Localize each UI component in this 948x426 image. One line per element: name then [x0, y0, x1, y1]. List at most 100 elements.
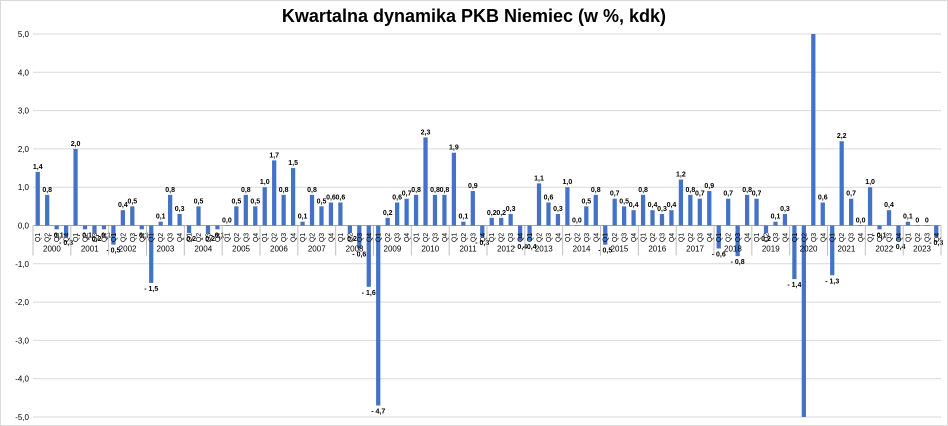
bar [820, 202, 825, 226]
data-label: 0,8 [411, 187, 421, 194]
data-label: - 0,5 [106, 248, 120, 255]
quarter-label: Q2 [196, 233, 203, 242]
bar [574, 225, 579, 226]
quarter-label: Q2 [461, 233, 468, 242]
bar [82, 225, 88, 230]
bar [139, 225, 144, 230]
bar [243, 194, 248, 226]
bar [934, 225, 939, 237]
bar [508, 214, 513, 226]
data-label: 0,4 [648, 202, 658, 209]
data-label: 1,5 [288, 160, 298, 167]
quarter-label: Q1 [300, 233, 307, 242]
data-label: 1,1 [534, 175, 544, 182]
data-label: 0 [915, 218, 919, 225]
data-label: 0,8 [165, 187, 175, 194]
bar [792, 225, 797, 280]
bar [659, 214, 665, 226]
bar [754, 198, 759, 226]
quarter-label: Q1 [603, 233, 610, 242]
bar [773, 221, 778, 226]
quarter-label: Q3 [470, 233, 477, 242]
quarter-label: Q2 [347, 233, 354, 242]
bar [168, 194, 173, 226]
data-label: - 0,1 [210, 232, 224, 239]
y-tick-label: 4,0 [18, 68, 30, 77]
bar [262, 187, 267, 226]
bar [347, 225, 352, 234]
bar [366, 225, 371, 287]
data-label: 0,2 [383, 210, 393, 217]
data-label: - 1,4 [787, 282, 801, 289]
data-label: - 0,1 [873, 232, 887, 239]
data-label: 1,0 [865, 179, 875, 186]
data-label: 0,7 [402, 191, 412, 198]
year-label: 2019 [762, 245, 780, 254]
data-label: - 0,4 [523, 244, 537, 251]
year-label: 2008 [346, 245, 364, 254]
y-tick-label: -2,0 [15, 298, 29, 307]
quarter-label: Q2 [234, 233, 241, 242]
data-label: 0,1 [771, 214, 781, 221]
quarter-label: Q3 [357, 233, 364, 242]
bar [376, 225, 381, 406]
bar [253, 206, 258, 226]
data-label: 0,4 [629, 202, 639, 209]
data-label: 2,2 [837, 133, 847, 140]
quarter-label: Q1 [451, 233, 458, 242]
data-label: 0,3 [506, 206, 516, 213]
data-label: - 0,1 [50, 232, 64, 239]
year-label: 2006 [270, 245, 288, 254]
data-label: 0,7 [752, 191, 762, 198]
data-label: - 1,3 [825, 278, 839, 285]
quarter-label: Q2 [877, 233, 884, 242]
data-label: 0,5 [127, 198, 137, 205]
quarter-label: Q3 [886, 233, 893, 242]
quarter-label: Q1 [489, 233, 496, 242]
data-label: 0,7 [723, 191, 733, 198]
bar [395, 202, 400, 226]
bar [205, 225, 211, 234]
quarter-label: Q2 [310, 233, 317, 242]
bar [565, 187, 570, 226]
year-label: 2013 [535, 245, 553, 254]
data-label: 0 [925, 218, 929, 225]
year-label: 2017 [686, 245, 704, 254]
bar [328, 202, 334, 226]
bar [801, 225, 806, 417]
data-label: - 0,5 [598, 248, 612, 255]
bar [101, 225, 107, 230]
quarter-label: Q4 [480, 233, 487, 242]
data-label: 1,7 [269, 152, 279, 159]
quarter-label: Q3 [205, 233, 212, 242]
bar [782, 214, 788, 226]
quarter-label: Q4 [707, 233, 714, 242]
bar [517, 225, 523, 241]
quarter-label: Q1 [338, 233, 345, 242]
data-label: 0,3 [657, 206, 667, 213]
quarter-label: Q1 [224, 233, 231, 242]
data-label: 0,5 [231, 198, 241, 205]
quarter-label: Q1 [678, 233, 685, 242]
quarter-label: Q2 [385, 233, 392, 242]
quarter-label: Q1 [527, 233, 534, 242]
bar [886, 210, 892, 226]
quarter-label: Q4 [328, 233, 335, 242]
bar [707, 191, 712, 226]
quarter-label: Q3 [92, 233, 99, 242]
data-label: 0,9 [704, 183, 714, 190]
data-label: - 0,3 [929, 240, 943, 247]
quarter-label: Q1 [792, 233, 799, 242]
bar [385, 217, 390, 226]
year-label: 2011 [459, 245, 477, 254]
year-label: 2016 [648, 245, 666, 254]
quarter-label: Q3 [130, 233, 137, 242]
data-label: - 0,2 [87, 236, 101, 243]
y-tick-label: 0,0 [18, 222, 30, 231]
quarter-label: Q4 [101, 233, 108, 242]
quarter-label: Q4 [896, 233, 903, 242]
bar [234, 206, 239, 226]
data-label: 0,0 [572, 218, 582, 225]
data-label: - 0,6 [712, 251, 726, 258]
quarter-label: Q3 [508, 233, 515, 242]
